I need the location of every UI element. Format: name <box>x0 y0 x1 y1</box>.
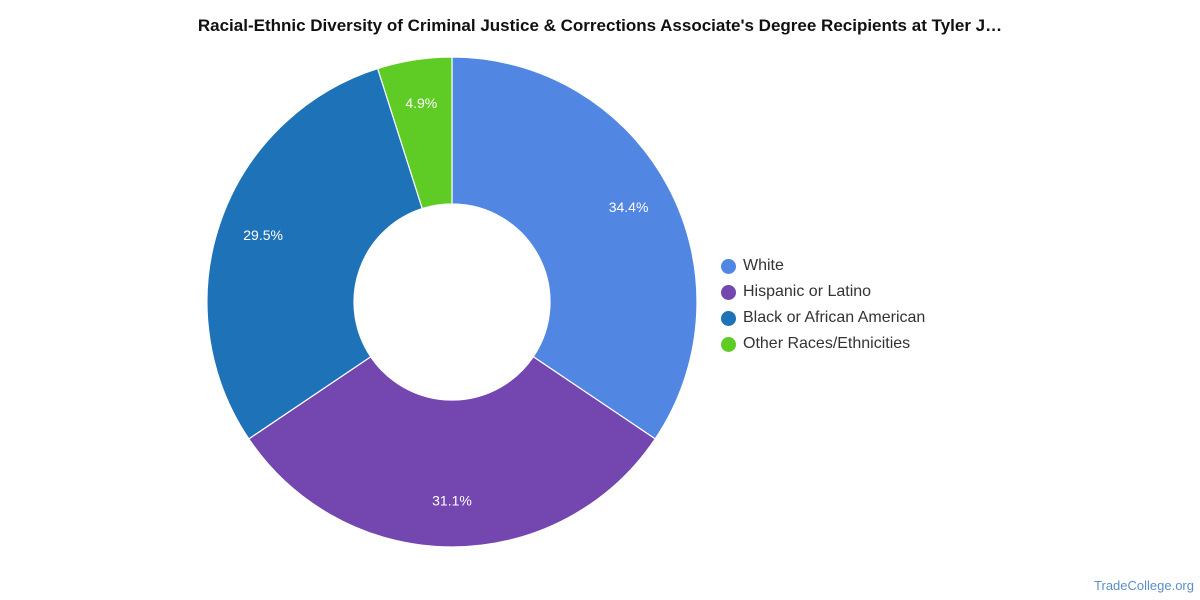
legend-label: White <box>743 257 784 274</box>
legend-label: Hispanic or Latino <box>743 283 872 300</box>
slice-other-races-ethnicities[interactable] <box>376 56 453 210</box>
credit-text: TradeCollege.org <box>1094 578 1194 593</box>
legend-label: Other Races/Ethnicities <box>743 335 911 352</box>
slice-label-black-or-african-american: 29.5% <box>243 227 283 243</box>
slice-group <box>206 56 698 548</box>
slice-label-white: 34.4% <box>609 199 649 215</box>
slice-hispanic-or-latino[interactable] <box>247 355 657 548</box>
legend-item-white[interactable]: White <box>721 253 925 279</box>
legend: White Hispanic or Latino Black or African … <box>721 253 925 357</box>
legend-swatch <box>721 336 736 352</box>
legend-label: Black or African American <box>743 309 926 326</box>
slice-black-or-african-american[interactable] <box>206 67 424 440</box>
chart-title: Racial-Ethnic Diversity of Criminal Just… <box>197 16 1003 35</box>
legend-item-black-or-african-american[interactable]: Black or African American <box>721 305 925 331</box>
legend-swatch <box>721 310 736 326</box>
legend-item-hispanic-or-latino[interactable]: Hispanic or Latino <box>721 279 925 305</box>
slice-label-other-races-ethnicities: 4.9% <box>405 95 437 111</box>
slice-white[interactable] <box>451 56 698 440</box>
legend-swatch <box>721 284 736 300</box>
legend-swatch <box>721 258 736 274</box>
slice-label-group: 34.4% 31.1% 29.5% 4.9% <box>243 95 648 509</box>
legend-item-other-races-ethnicities[interactable]: Other Races/Ethnicities <box>721 331 925 357</box>
slice-label-hispanic-or-latino: 31.1% <box>432 493 472 509</box>
